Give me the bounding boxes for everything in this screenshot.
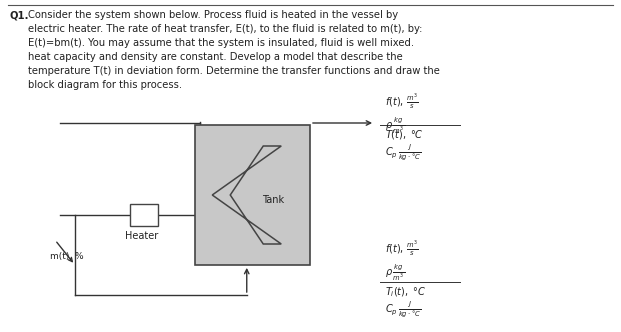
Text: Tank: Tank <box>261 195 284 205</box>
Text: $f(t),\,\frac{m^3}{s}$: $f(t),\,\frac{m^3}{s}$ <box>385 240 419 258</box>
Text: $f(t),\,\frac{m^3}{s}$: $f(t),\,\frac{m^3}{s}$ <box>385 93 419 111</box>
Text: $T_i(t),\;°C$: $T_i(t),\;°C$ <box>385 285 426 298</box>
Text: Q1.: Q1. <box>10 10 30 20</box>
Bar <box>130 204 158 226</box>
Text: $T(t),\;°C$: $T(t),\;°C$ <box>385 128 424 141</box>
Bar <box>195 125 310 265</box>
Text: Consider the system shown below. Process fluid is heated in the vessel by
electr: Consider the system shown below. Process… <box>28 10 440 90</box>
Text: $C_p\,\frac{J}{kg\cdot°C}$: $C_p\,\frac{J}{kg\cdot°C}$ <box>385 300 421 320</box>
Polygon shape <box>212 146 281 244</box>
Text: $\rho\,\frac{kg}{m^3}$: $\rho\,\frac{kg}{m^3}$ <box>385 115 405 136</box>
Text: $C_p\,\frac{J}{kg\cdot°C}$: $C_p\,\frac{J}{kg\cdot°C}$ <box>385 143 421 163</box>
Text: m(t), %: m(t), % <box>50 252 84 261</box>
Text: Heater: Heater <box>125 231 158 241</box>
Text: $\rho\,\frac{kg}{m^3}$: $\rho\,\frac{kg}{m^3}$ <box>385 262 405 283</box>
